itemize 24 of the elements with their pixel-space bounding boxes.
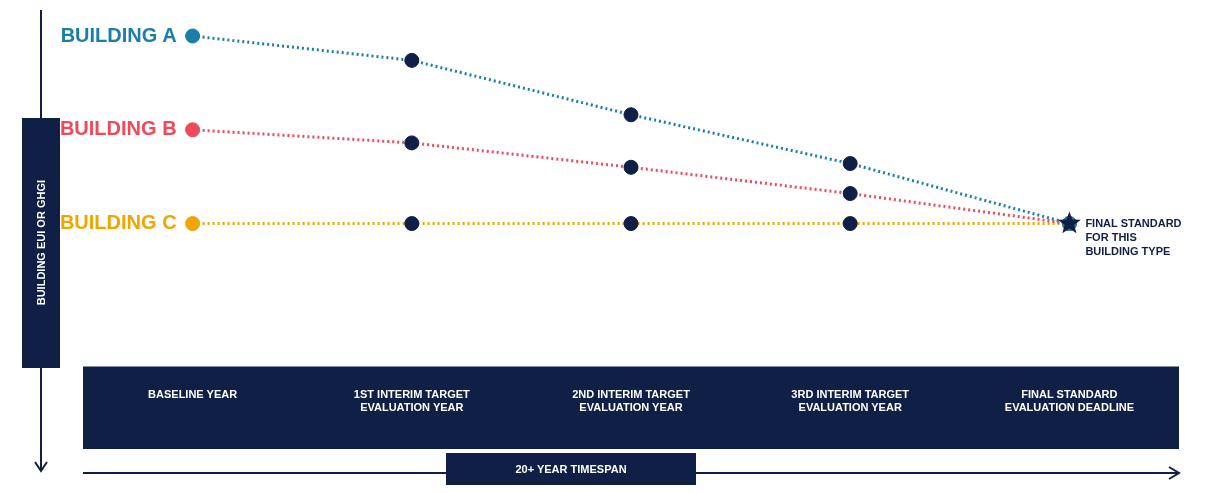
x-tick-label: 1ST INTERIM TARGET EVALUATION YEAR bbox=[353, 388, 471, 414]
point bbox=[185, 28, 201, 44]
point bbox=[623, 107, 639, 123]
point bbox=[842, 186, 858, 202]
point bbox=[404, 135, 420, 151]
x-tick-label: 3RD INTERIM TARGET EVALUATION YEAR bbox=[791, 388, 910, 414]
point bbox=[404, 52, 420, 68]
point bbox=[842, 156, 858, 172]
x-tick-label: BASELINE YEAR bbox=[148, 388, 238, 401]
x-tick-label: 2ND INTERIM TARGET EVALUATION YEAR bbox=[572, 388, 691, 414]
annotation: FINAL STANDARD FOR THIS BUILDING TYPE bbox=[1085, 216, 1182, 257]
series-label: BUILDING A bbox=[60, 23, 177, 46]
point bbox=[842, 216, 858, 232]
point bbox=[1057, 211, 1081, 234]
point bbox=[623, 159, 639, 175]
point bbox=[623, 216, 639, 232]
point bbox=[185, 122, 201, 138]
x-axis-title: 20+ YEAR TIMESPAN bbox=[515, 463, 627, 475]
series-label: BUILDING C bbox=[59, 211, 177, 234]
x-tick-label: FINAL STANDARD EVALUATION DEADLINE bbox=[1004, 388, 1134, 414]
series-label: BUILDING B bbox=[59, 117, 177, 140]
point bbox=[404, 216, 420, 232]
point bbox=[185, 216, 201, 232]
y-axis-title: BUILDING EUI OR GHGI bbox=[35, 180, 47, 306]
